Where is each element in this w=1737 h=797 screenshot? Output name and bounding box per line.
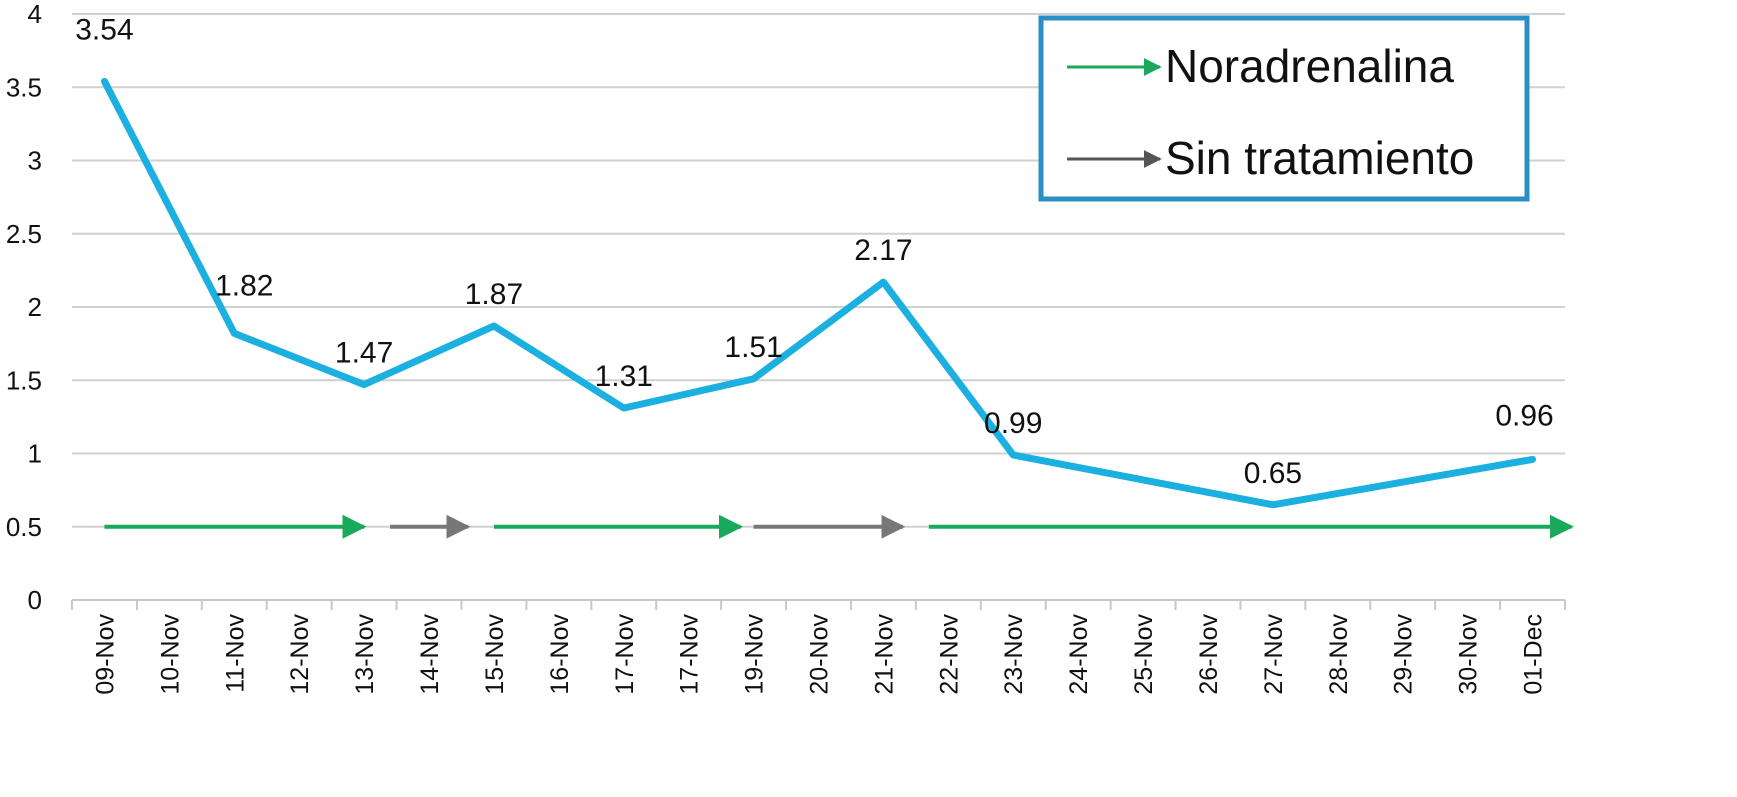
y-tick-label: 1.5 <box>6 365 42 395</box>
x-tick-label: 27-Nov <box>1260 614 1288 695</box>
x-tick-label: 29-Nov <box>1390 614 1418 695</box>
legend-label-noradrenalina: Noradrenalina <box>1165 40 1454 92</box>
x-tick-label: 12-Nov <box>286 614 314 695</box>
legend-box <box>1038 15 1530 202</box>
x-tick-label: 16-Nov <box>546 614 574 695</box>
x-tick-label: 26-Nov <box>1195 614 1223 695</box>
data-point <box>620 405 627 412</box>
x-tick-label: 21-Nov <box>870 614 898 695</box>
y-tick-label: 2.5 <box>6 219 42 249</box>
x-tick-label: 17-Nov <box>676 614 704 695</box>
y-tick-label: 4 <box>28 0 42 29</box>
y-tick-label: 3.5 <box>6 72 42 102</box>
series-line <box>101 77 1536 509</box>
data-label: 1.47 <box>335 337 393 370</box>
x-tick-label: 19-Nov <box>741 614 769 695</box>
x-tick-label: 13-Nov <box>351 614 379 695</box>
data-label: 0.96 <box>1495 399 1553 432</box>
x-tick-label: 20-Nov <box>806 614 834 695</box>
data-point <box>231 330 238 337</box>
x-tick-label: 23-Nov <box>1000 614 1028 695</box>
data-point <box>1529 456 1536 463</box>
data-point <box>490 323 497 330</box>
x-tick-label: 10-Nov <box>156 614 184 695</box>
data-point <box>880 279 887 286</box>
data-label: 0.65 <box>1244 457 1302 490</box>
data-point <box>1010 451 1017 458</box>
x-axis: 09-Nov 10-Nov 11-Nov 12-Nov 13-Nov 14-Nov 15-N… <box>71 599 1566 695</box>
y-tick-label: 0 <box>28 585 42 615</box>
x-tick-label: 11-Nov <box>221 614 249 693</box>
data-label: 1.51 <box>724 331 782 364</box>
data-labels: 3.54 1.82 1.47 1.87 1.31 1.51 2.17 0.99 0.65 0.96 <box>75 13 1553 489</box>
x-tick-label: 25-Nov <box>1130 614 1158 695</box>
y-tick-label: 3 <box>28 146 42 176</box>
data-point <box>361 381 368 388</box>
x-tick-label: 15-Nov <box>481 614 509 695</box>
legend-label-sin-tratamiento: Sin tratamiento <box>1165 132 1474 184</box>
x-tick-label: 28-Nov <box>1325 614 1353 695</box>
x-tick-label: 30-Nov <box>1455 614 1483 695</box>
x-tick-label: 22-Nov <box>935 614 963 695</box>
x-tick-label: 24-Nov <box>1065 614 1093 695</box>
y-tick-label: 1 <box>28 439 42 469</box>
x-tick-label: 01-Dec <box>1520 614 1548 695</box>
y-axis: 0 0.5 1 1.5 2 2.5 3 3.5 4 <box>6 0 42 615</box>
gridlines <box>72 13 1565 528</box>
y-tick-label: 0.5 <box>6 512 42 542</box>
legend: Noradrenalina Sin tratamiento <box>1038 15 1530 202</box>
data-label: 2.17 <box>854 234 912 267</box>
data-label: 0.99 <box>984 407 1042 440</box>
data-point <box>101 78 108 85</box>
data-point <box>750 375 757 382</box>
x-tick-label: 09-Nov <box>91 614 119 695</box>
data-label: 3.54 <box>75 13 133 46</box>
data-label: 1.87 <box>465 278 523 311</box>
data-label: 1.31 <box>595 360 653 393</box>
x-tick-label: 14-Nov <box>416 614 444 695</box>
series-line-group <box>101 77 1536 509</box>
y-tick-label: 2 <box>28 292 42 322</box>
x-tick-label: 17-Nov <box>611 614 639 695</box>
data-label: 1.82 <box>215 269 273 302</box>
data-point <box>1269 501 1276 508</box>
